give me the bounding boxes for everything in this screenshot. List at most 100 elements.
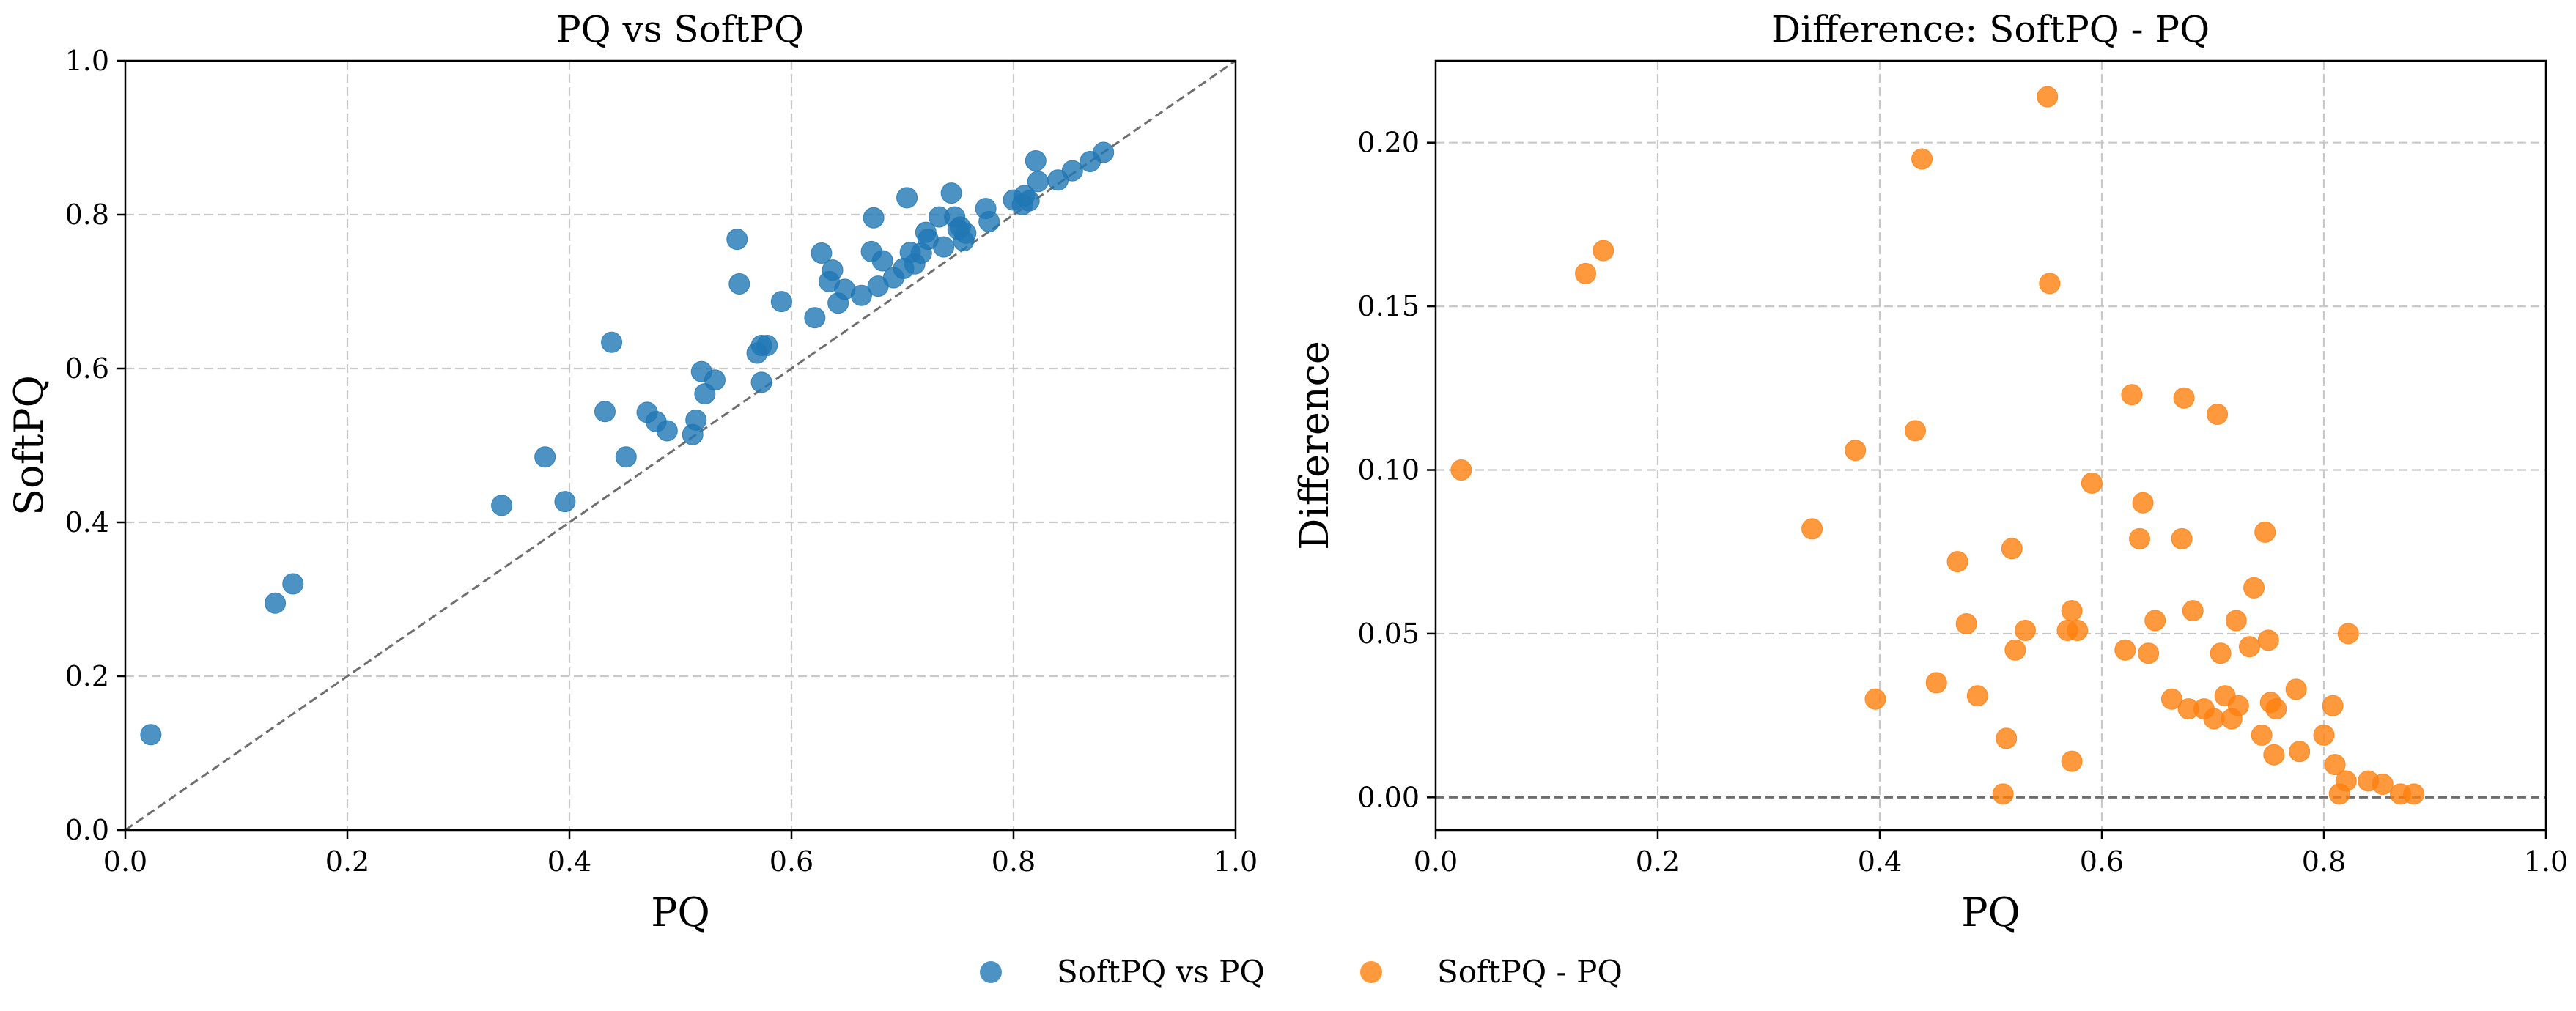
data-point [2171,527,2193,549]
y-tick-label: 0.2 [65,660,109,692]
legend: SoftPQ vs PQ SoftPQ - PQ [980,954,1623,990]
data-point [2004,639,2026,661]
data-point [728,273,750,295]
data-point [1025,150,1047,171]
data-point [1966,685,1988,707]
data-point [1018,190,1040,212]
data-point [1593,240,1614,262]
x-tick-label: 0.0 [103,845,147,878]
data-point [2285,678,2307,700]
y-tick-label: 0.05 [1357,618,1420,650]
data-point [871,250,893,272]
y-tick-label: 0.10 [1357,454,1420,486]
identity-reference-line [125,59,1236,832]
data-point [2225,610,2247,632]
data-point [594,401,616,423]
data-point [978,210,1000,232]
data-point [554,491,576,513]
data-point [2313,724,2335,746]
left-scatter-panel: 0.0 0.2 0.4 0.6 0.8 1.0 0.0 0.2 0.4 0.6 0.8 1.0 PQ v… [6,8,1258,936]
x-tick-label: 0.4 [1858,845,1902,878]
data-point [601,331,623,353]
x-tick-label: 0.2 [1636,845,1680,878]
x-tick-label: 1.0 [1214,845,1258,878]
data-point [2335,770,2357,792]
y-tick-label: 0.4 [65,506,109,538]
data-point [2039,273,2061,295]
x-tick-label: 0.2 [325,845,369,878]
data-point [2061,600,2083,622]
axes-frame [124,59,1237,832]
data-point [1027,171,1049,193]
legend-marker-softpq-minus-pq [1360,961,1382,983]
data-point [750,371,772,393]
data-point [2227,695,2249,716]
x-axis-label: PQ [651,889,710,936]
data-point [656,420,678,442]
data-point [704,369,726,391]
data-point [1904,420,1926,442]
chart-title: PQ vs SoftPQ [556,8,804,51]
data-point [1996,727,2018,749]
data-point [685,409,707,431]
data-point [2173,387,2195,409]
data-point [863,207,885,229]
data-point [2121,384,2143,406]
x-tick-label: 0.8 [2302,845,2346,878]
data-point [2138,642,2160,664]
y-tick-label: 0.00 [1357,781,1420,813]
data-point [2257,629,2279,651]
data-point [2037,86,2059,108]
data-point [2403,783,2425,805]
data-point [1864,688,1886,710]
y-tick-label: 0.8 [65,199,109,231]
data-point [1575,262,1597,284]
data-point [1450,459,1472,481]
y-axis-label: Difference [1291,341,1337,550]
x-tick-label: 0.6 [770,845,813,878]
data-point [2160,688,2182,710]
axes-frame [1434,59,2547,832]
data-point [1801,518,1823,540]
data-point [2210,642,2232,664]
right-scatter-panel: 0.0 0.2 0.4 0.6 0.8 1.0 0.00 0.05 0.10 0.15 0.20 Di… [1291,8,2568,936]
data-point [726,229,748,251]
data-point [804,307,826,329]
data-point [2265,698,2287,720]
data-point [1061,160,1083,182]
y-tick-label: 0.6 [65,352,109,385]
data-point [2061,750,2083,772]
data-point [811,242,833,264]
data-point [2182,600,2204,622]
data-point [955,222,977,244]
data-point [2322,695,2344,716]
data-point [491,495,513,516]
data-point [2132,492,2154,514]
data-point [1925,672,1947,694]
data-point [140,724,162,746]
chart-title: Difference: SoftPQ - PQ [1771,8,2210,51]
data-point [2324,754,2346,776]
x-tick-label: 0.4 [547,845,591,878]
legend-label-softpq-vs-pq: SoftPQ vs PQ [1057,954,1265,990]
y-tick-label: 1.0 [65,45,109,77]
data-point [2014,619,2036,641]
data-point [2144,610,2166,632]
data-point [2263,744,2285,766]
data-point [534,446,556,468]
data-point [1955,613,1977,635]
x-tick-label: 0.6 [2080,845,2124,878]
legend-label-softpq-minus-pq: SoftPQ - PQ [1437,954,1623,990]
y-tick-label: 0.20 [1357,127,1420,159]
data-point [2251,724,2273,746]
data-point [850,284,872,306]
x-tick-label: 1.0 [2524,845,2568,878]
data-point [933,236,955,258]
data-point [1911,148,1933,170]
data-point [2337,623,2359,645]
data-point [2067,619,2089,641]
data-point [940,182,962,204]
data-point [2254,521,2276,543]
x-tick-label: 0.0 [1414,845,1458,878]
